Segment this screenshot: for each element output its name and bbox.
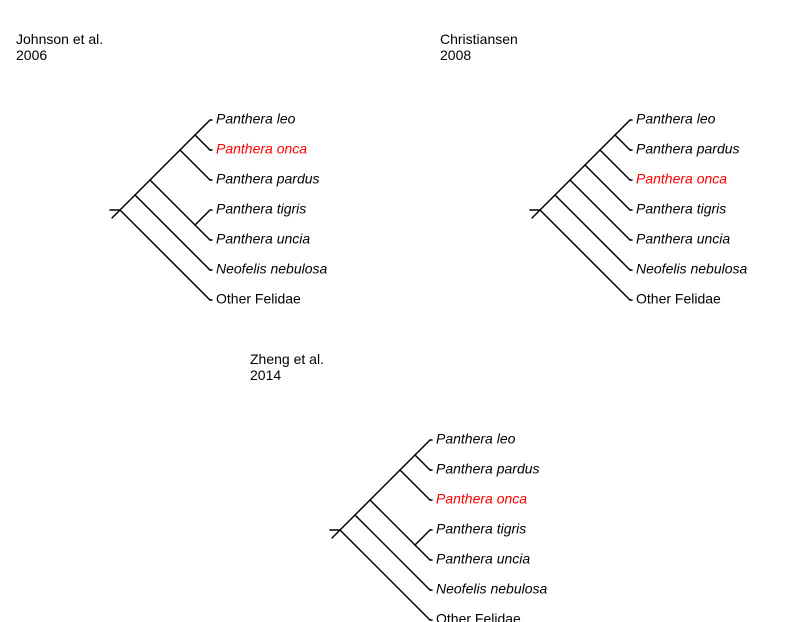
- taxon-label: Panthera uncia: [436, 551, 530, 567]
- taxon-label: Panthera tigris: [636, 201, 726, 217]
- cladogram: Panthera leo Panthera pardus Panthera onca…: [250, 351, 548, 622]
- taxon-label: Neofelis nebulosa: [216, 261, 328, 277]
- taxon-label: Panthera tigris: [216, 201, 306, 217]
- taxon-label: Panthera pardus: [436, 461, 540, 477]
- taxon-label: Panthera onca: [216, 141, 307, 157]
- taxon-label: Panthera leo: [216, 111, 296, 127]
- tree-title: Christiansen2008: [440, 31, 518, 63]
- tree-title: Johnson et al.2006: [16, 31, 103, 63]
- cladogram: Panthera leo Panthera onca Panthera pardus…: [16, 31, 328, 307]
- taxon-label: Panthera pardus: [636, 141, 740, 157]
- taxon-label: Neofelis nebulosa: [436, 581, 548, 597]
- taxon-label: Panthera tigris: [436, 521, 526, 537]
- taxon-label: Panthera pardus: [216, 171, 320, 187]
- taxon-label: Panthera leo: [636, 111, 716, 127]
- cladogram: Panthera leo Panthera pardus Panthera onca…: [440, 31, 748, 307]
- taxon-label: Panthera onca: [636, 171, 727, 187]
- taxon-label: Neofelis nebulosa: [636, 261, 748, 277]
- taxon-label: Other Felidae: [636, 291, 721, 307]
- taxon-label: Panthera onca: [436, 491, 527, 507]
- phylogeny-figure: Panthera leo Panthera onca Panthera pardus…: [0, 0, 800, 622]
- tree-title: Zheng et al.2014: [250, 351, 324, 383]
- taxon-label: Panthera uncia: [636, 231, 730, 247]
- taxon-label: Other Felidae: [216, 291, 301, 307]
- taxon-label: Other Felidae: [436, 611, 521, 622]
- taxon-label: Panthera uncia: [216, 231, 310, 247]
- taxon-label: Panthera leo: [436, 431, 516, 447]
